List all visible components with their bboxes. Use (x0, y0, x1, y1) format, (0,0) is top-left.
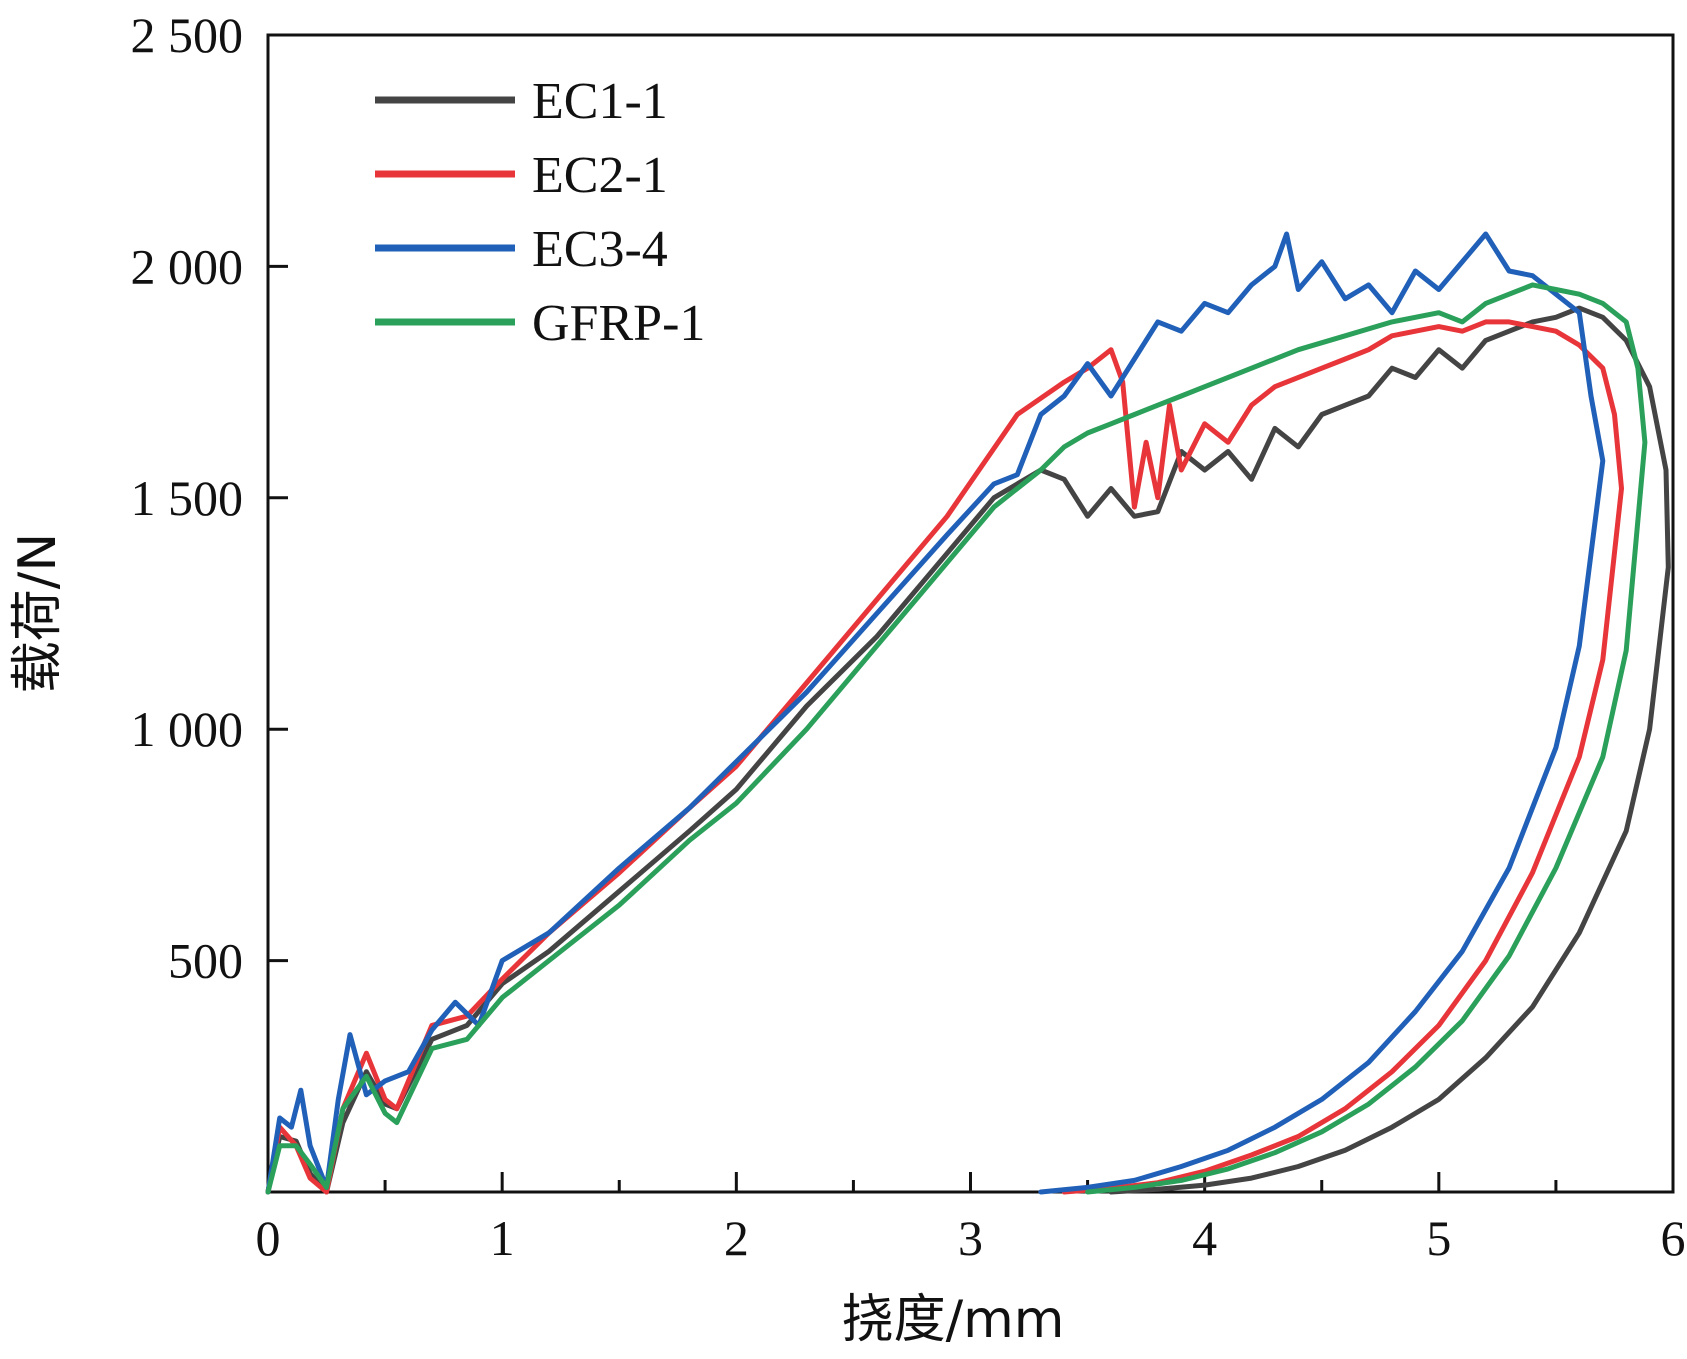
y-tick-label: 1 000 (131, 701, 244, 757)
x-axis: 0 1 2 3 4 5 6 (256, 1172, 1686, 1266)
series-line-gfrp-1 (265, 282, 1648, 1195)
y-tick-label: 500 (168, 933, 243, 989)
x-axis-title: 挠度/mm (842, 1290, 1065, 1350)
x-tick-label: 5 (1426, 1210, 1451, 1266)
x-tick-label: 2 (724, 1210, 749, 1266)
y-tick-label: 2 000 (131, 238, 244, 294)
x-tick-label: 4 (1192, 1210, 1217, 1266)
y-tick-label: 2 500 (131, 7, 244, 63)
x-tick-label: 6 (1661, 1210, 1686, 1266)
series-line-ec3-4 (265, 231, 1606, 1195)
x-tick-label: 0 (256, 1210, 281, 1266)
y-tick-label: 1 500 (131, 470, 244, 526)
series-group (265, 231, 1671, 1195)
legend-label: GFRP-1 (532, 295, 705, 352)
legend-label: EC2-1 (532, 147, 668, 204)
y-axis-title: 载荷/N (8, 533, 68, 693)
legend-label: EC1-1 (532, 73, 668, 130)
legend-label: EC3-4 (532, 221, 668, 278)
y-axis: 500 1 000 1 500 2 000 2 500 (131, 7, 288, 989)
x-tick-label: 1 (490, 1210, 515, 1266)
legend: EC1-1 EC2-1 EC3-4 GFRP-1 (375, 73, 705, 352)
x-tick-label: 3 (958, 1210, 983, 1266)
series-line-ec1-1 (265, 305, 1671, 1195)
